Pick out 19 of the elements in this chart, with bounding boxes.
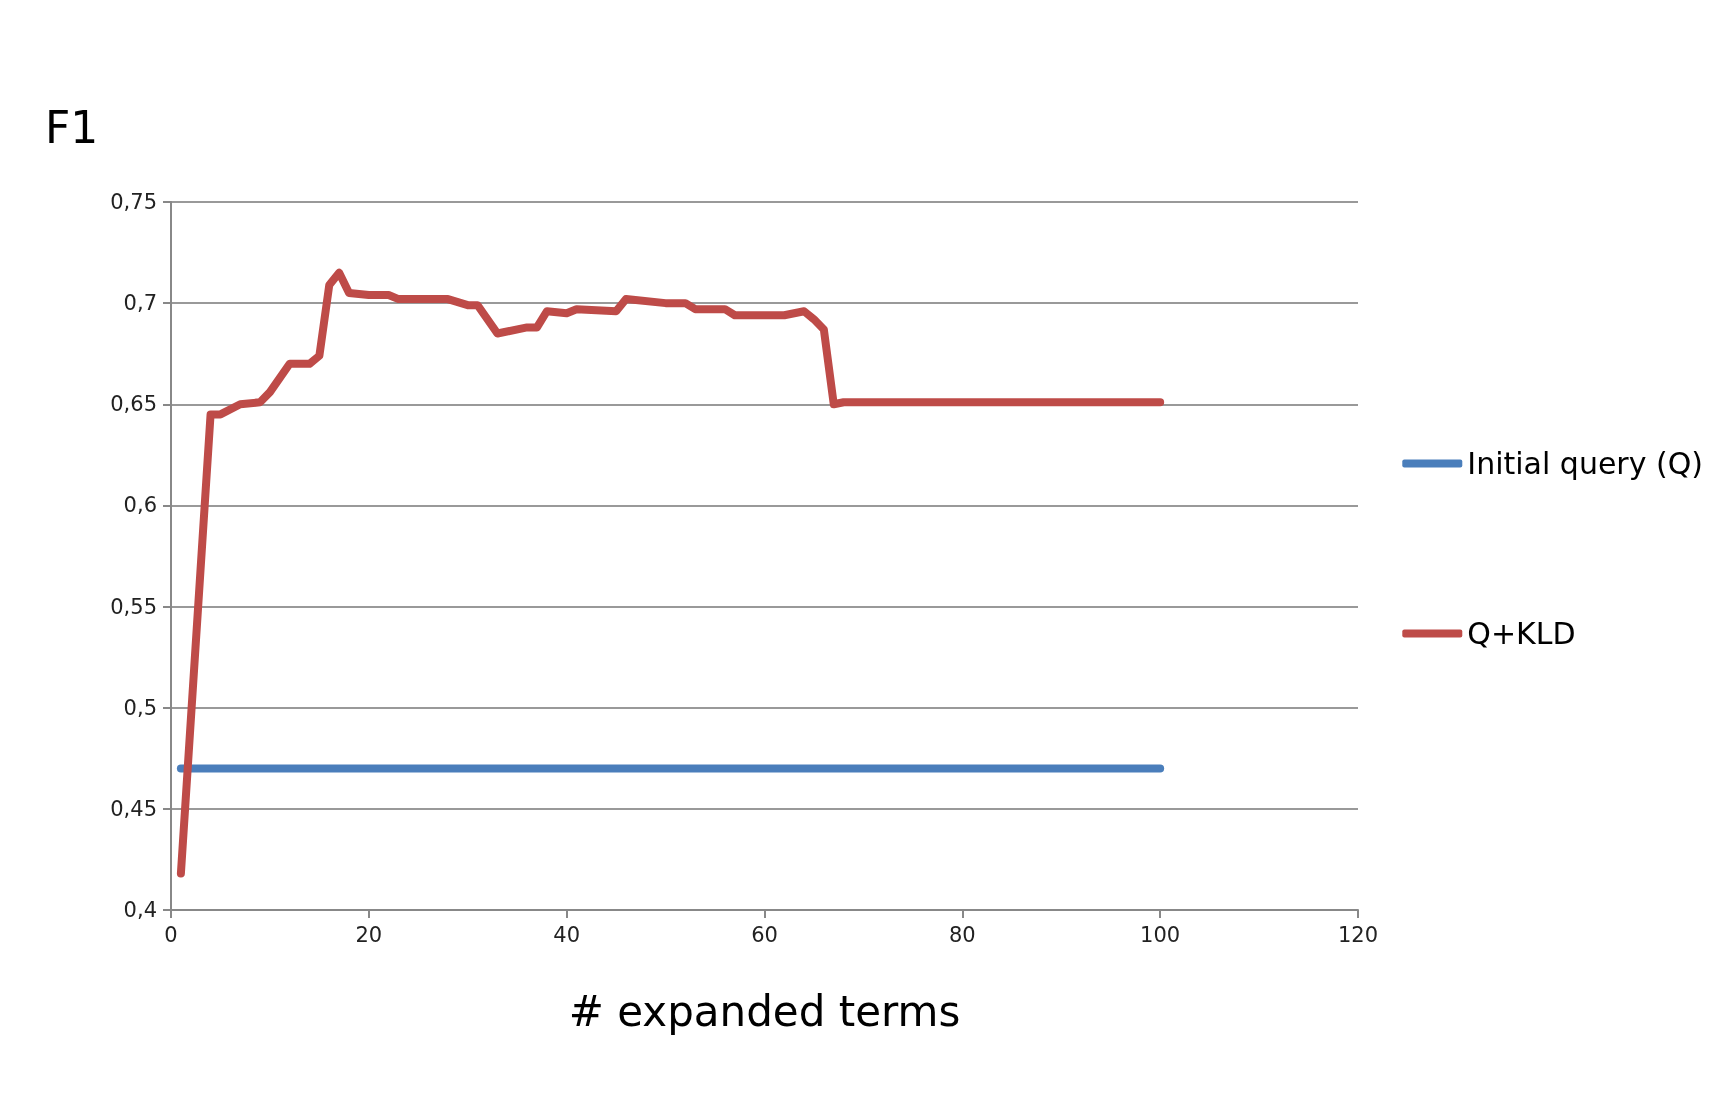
y-tick-label: 0,5 — [123, 695, 157, 720]
x-tick-label: 100 — [1140, 922, 1181, 947]
legend-label: Initial query (Q) — [1467, 446, 1704, 481]
legend-label: Q+KLD — [1467, 616, 1576, 651]
x-tick-label: 80 — [948, 922, 976, 947]
x-tick-label: 60 — [751, 922, 778, 947]
y-tick-label: 0,65 — [110, 392, 157, 417]
x-tick-label: 0 — [164, 922, 178, 947]
y-tick-label: 0,45 — [110, 796, 157, 821]
x-tick-label: 120 — [1337, 922, 1379, 947]
x-axis-title: # expanded terms — [568, 986, 961, 1036]
y-axis-title: F1 — [45, 101, 99, 153]
y-tick-label: 0,55 — [110, 594, 157, 619]
y-tick-label: 0,75 — [110, 190, 157, 214]
x-tick-label: 20 — [355, 922, 383, 947]
y-tick-label: 0,6 — [123, 493, 157, 518]
y-tick-label: 0,7 — [123, 291, 157, 316]
y-tick-label: 0,4 — [123, 898, 157, 922]
x-tick-label: 40 — [553, 922, 581, 947]
